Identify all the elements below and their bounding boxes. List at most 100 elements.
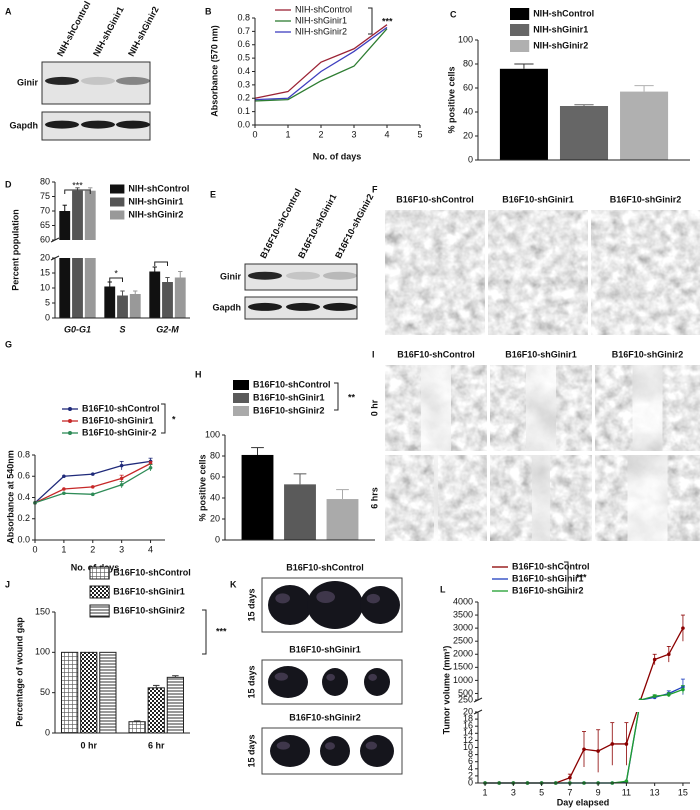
y-tick-label: 500 xyxy=(458,688,473,698)
legend-swatch xyxy=(110,184,125,194)
annotation: * xyxy=(114,268,118,278)
legend-marker xyxy=(68,431,72,435)
x-tick-label: 3 xyxy=(511,787,516,797)
column-label: B16F10-shGinir2 xyxy=(612,349,684,359)
marker xyxy=(652,694,657,698)
y-axis-label: Absorbance (570 nm) xyxy=(209,25,219,117)
y-tick-label: 10 xyxy=(463,742,473,752)
gel-band xyxy=(116,120,150,129)
legend-swatch xyxy=(110,197,125,207)
y-axis-label: % positive cells xyxy=(197,454,207,521)
legend-label: B16F10-shGinir-2 xyxy=(82,427,157,437)
y-tick-label: 0.7 xyxy=(237,26,250,36)
legend-swatch xyxy=(510,40,530,52)
legend-swatch xyxy=(510,8,530,20)
y-tick-label: 0.8 xyxy=(237,12,250,22)
annotation: * xyxy=(172,414,176,424)
y-tick-label: 40 xyxy=(210,492,220,502)
bar xyxy=(149,271,161,318)
legend-label: B16F10-shGinir1 xyxy=(253,392,325,402)
gel-band xyxy=(248,271,282,280)
significance-bracket xyxy=(64,189,91,194)
y-tick-label: 20 xyxy=(463,130,473,140)
panel-letter: H xyxy=(195,369,202,379)
legend-label: B16F10-shGinir1 xyxy=(512,573,584,583)
legend-label: NIH-shGinir2 xyxy=(295,26,347,36)
legend-label: NIH-shGinir1 xyxy=(128,196,183,206)
wound-gap xyxy=(434,455,438,541)
gel-band xyxy=(323,302,357,311)
y-tick-label: 1500 xyxy=(453,662,473,672)
tumor xyxy=(364,668,390,696)
y-tick-label: 14 xyxy=(463,728,473,738)
legend-label: NIH-shControl xyxy=(128,183,189,193)
x-tick-label: 3 xyxy=(351,129,356,139)
bar xyxy=(80,651,98,734)
y-tick-label: 16 xyxy=(463,721,473,731)
row-label: Ginir xyxy=(17,77,38,87)
x-tick-label: 4 xyxy=(148,544,153,554)
column-label: B16F10-shControl xyxy=(396,194,474,204)
gel-band xyxy=(286,302,320,311)
column-label: B16F10-shGinir1 xyxy=(505,349,577,359)
time-label: 15 days xyxy=(246,734,256,767)
legend-swatch xyxy=(233,380,249,390)
x-tick-label: 1 xyxy=(285,129,290,139)
y-tick-label: 80 xyxy=(40,176,50,186)
significance-bracket xyxy=(202,609,207,655)
marker xyxy=(667,652,671,657)
lane-label: NIH-shControl xyxy=(55,0,92,58)
y-tick-label: 3500 xyxy=(453,609,473,619)
x-tick-label: G2-M xyxy=(156,324,179,334)
y-tick-label: 2500 xyxy=(453,636,473,646)
y-tick-label: 20 xyxy=(210,513,220,523)
marker xyxy=(624,742,629,746)
tumor xyxy=(320,736,350,766)
legend-label: NIH-shGinir1 xyxy=(295,15,347,25)
tumor-highlight xyxy=(276,741,291,750)
tumor-highlight xyxy=(368,673,377,681)
lane-label: NIH-shGinir1 xyxy=(91,5,126,58)
column-label: B16F10-shGinir1 xyxy=(502,194,574,204)
axis-break-gap xyxy=(54,240,193,258)
wound-gap xyxy=(532,455,550,541)
x-tick-label: 5 xyxy=(539,787,544,797)
y-tick-label: 65 xyxy=(40,220,50,230)
legend-label: NIH-shGinir1 xyxy=(533,24,588,34)
legend-label: B16F10-shControl xyxy=(113,567,191,577)
tumor xyxy=(268,585,312,625)
y-tick-label: 0 xyxy=(468,777,473,787)
tumor xyxy=(322,668,348,696)
y-tick-label: 60 xyxy=(210,471,220,481)
y-tick-label: 0.0 xyxy=(17,534,30,544)
marker xyxy=(582,747,586,752)
panel-letter: D xyxy=(5,179,12,189)
legend-label: NIH-shGinir2 xyxy=(128,209,183,219)
legend-label: NIH-shControl xyxy=(533,8,594,18)
y-tick-label: 0.4 xyxy=(237,66,250,76)
y-tick-label: 100 xyxy=(205,429,220,439)
marker xyxy=(119,482,124,487)
bar xyxy=(129,294,141,318)
legend-label: B16F10-shControl xyxy=(82,403,160,413)
y-tick-label: 100 xyxy=(35,647,50,657)
significance-bracket xyxy=(368,7,373,35)
axis-break-gap xyxy=(477,700,693,712)
y-tick-label: 40 xyxy=(463,106,473,116)
annotation: ** xyxy=(348,392,356,402)
legend-label: B16F10-shGinir1 xyxy=(113,586,185,596)
bar xyxy=(59,211,71,318)
bar xyxy=(99,651,117,734)
bar xyxy=(166,676,185,734)
panel-letter: A xyxy=(5,6,12,16)
group-title: B16F10-shControl xyxy=(286,562,364,572)
time-label: 15 days xyxy=(246,665,256,698)
x-tick-label: 15 xyxy=(678,787,688,797)
y-tick-label: 12 xyxy=(463,735,473,745)
y-tick-label: 100 xyxy=(458,34,473,44)
bar xyxy=(559,106,609,160)
y-tick-label: 80 xyxy=(210,450,220,460)
marker xyxy=(624,779,629,784)
bar xyxy=(241,454,274,540)
